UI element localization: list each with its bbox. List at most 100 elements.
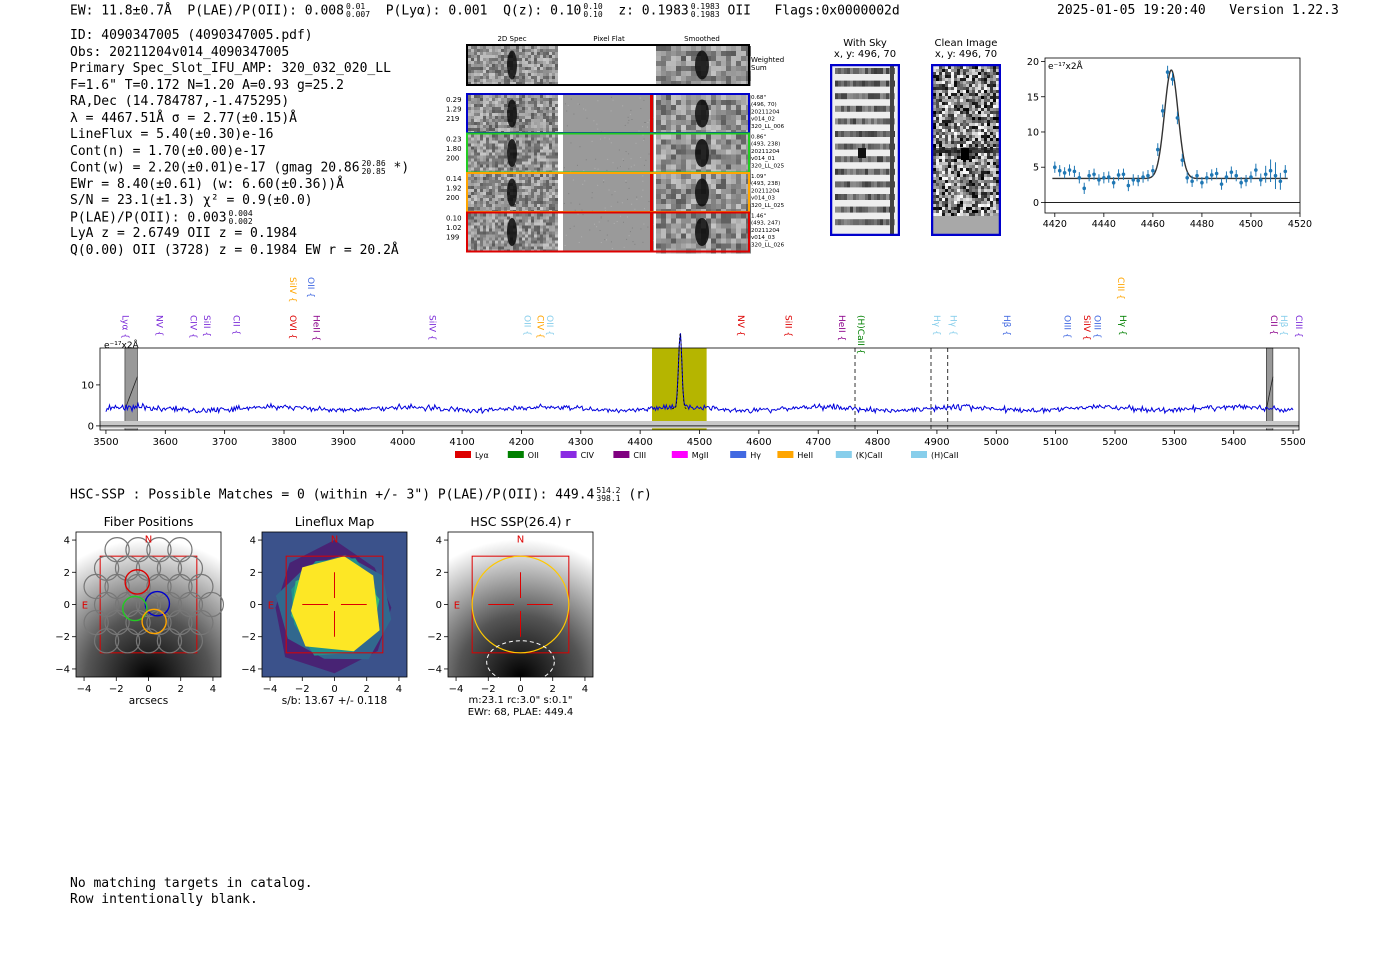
clean-px — [981, 120, 984, 123]
clean-px — [984, 186, 987, 189]
row2-spec-px — [549, 183, 552, 186]
row2-right-4: 320_LL_025 — [751, 203, 785, 209]
row2-smooth-px — [661, 199, 666, 204]
row2-spec-px — [480, 198, 483, 201]
clean-px — [939, 213, 942, 216]
row3-spec-px — [531, 246, 534, 250]
row1-spec-px — [531, 152, 534, 156]
row3-spec-px — [501, 240, 504, 244]
row2-spec-px — [531, 180, 534, 183]
row0-spec-px — [537, 98, 540, 101]
clean-px — [969, 87, 972, 90]
clean-px — [963, 87, 966, 90]
row2-spec-px — [534, 183, 537, 186]
row3-spec-px — [504, 219, 507, 223]
clean-px — [978, 87, 981, 90]
weighted-px — [474, 82, 477, 85]
row0-spec-px — [552, 113, 555, 116]
row3-smooth-px — [716, 218, 721, 224]
row3-smooth-px — [741, 213, 746, 219]
withsky-fiber-px — [841, 194, 844, 200]
row0-spec-px — [471, 104, 474, 107]
row1-smooth-px — [676, 159, 681, 165]
row2-smooth-px — [711, 179, 716, 184]
row3-smooth-px — [721, 228, 726, 234]
clean-px — [942, 126, 945, 129]
row0-spec-px — [471, 113, 474, 116]
clean-px — [933, 144, 936, 147]
spec-line-label: OII { — [521, 315, 531, 336]
row1-spec-px — [489, 149, 492, 153]
row3-spec-px — [546, 234, 549, 238]
clean-px — [954, 90, 957, 93]
row1-spec-px — [495, 134, 498, 138]
spec-line-label: OII { — [305, 277, 315, 298]
row2-smooth-px — [671, 179, 676, 184]
withsky-fiber-px — [844, 68, 847, 74]
row1-spec-px — [489, 161, 492, 165]
weighted-smooth-px — [736, 51, 741, 56]
row1-spec-px — [531, 161, 534, 165]
row1-spec-px — [486, 134, 489, 138]
row1-spec-px — [483, 167, 486, 171]
withsky-fiber-px — [865, 93, 868, 100]
row3-spec-px — [537, 237, 540, 241]
row1-flat-flat — [563, 134, 655, 172]
clean-px — [951, 183, 954, 186]
withsky-fiber-px — [886, 93, 889, 100]
row1-spec-px — [504, 155, 507, 159]
withsky-fiber-px — [859, 68, 862, 74]
clean-px — [978, 186, 981, 189]
clean-px — [936, 201, 939, 204]
row0-spec-px — [543, 116, 546, 119]
clean-px — [990, 168, 993, 171]
row0-spec-px — [534, 107, 537, 110]
clean-px — [936, 159, 939, 162]
weighted-px — [516, 73, 519, 76]
row3-smooth-px — [681, 243, 686, 249]
clean-px — [975, 162, 978, 165]
row3-spec-px — [552, 216, 555, 220]
row1-spec-px — [528, 140, 531, 144]
row0-spec-px — [525, 110, 528, 113]
clean-px — [954, 162, 957, 165]
row2-spec-px — [480, 207, 483, 210]
row0-spec-px — [540, 119, 543, 122]
row2-spec-px — [519, 201, 522, 204]
clean-px — [975, 144, 978, 147]
row2-spec-px — [480, 183, 483, 186]
clean-px — [984, 99, 987, 102]
clean-px — [966, 81, 969, 84]
row0-spec-px — [486, 107, 489, 110]
clean-px — [954, 108, 957, 111]
row3-spec-px — [528, 243, 531, 247]
row3-spec-px — [534, 228, 537, 232]
row3-spec-px — [480, 246, 483, 250]
clean-px — [984, 111, 987, 114]
row2-smooth-px — [741, 194, 746, 199]
row2-flat-flat-px — [574, 209, 576, 211]
row3-spec-px — [492, 234, 495, 238]
row1-spec-px — [552, 167, 555, 171]
clean-px — [954, 81, 957, 84]
weighted-smooth-px — [656, 71, 661, 76]
full-spectrum-svg: 3500 3600 3700 3800 3900 4000 4100 4200 4300 4400… — [81, 277, 1306, 460]
weighted-px — [531, 46, 534, 49]
fit-data-point — [1165, 70, 1170, 74]
spec-legend-swatch — [835, 451, 852, 458]
row2-spec-px — [522, 198, 525, 201]
clean-px — [933, 177, 936, 180]
clean-px — [966, 87, 969, 90]
row1-smooth-px — [686, 164, 691, 170]
clean-px — [978, 105, 981, 108]
header-z-sup: 0.1983 — [690, 2, 720, 11]
clean-px — [963, 102, 966, 105]
withsky-fiber-px — [844, 168, 847, 175]
weighted-smooth-px — [741, 71, 746, 76]
info-plae: P(LAE)/P(OII): 0.003 — [70, 210, 227, 225]
row2-smooth-px — [671, 184, 676, 189]
row0-flat-marker — [650, 95, 653, 132]
row0-spec-px — [528, 101, 531, 104]
withsky-fiber-px — [847, 80, 850, 87]
row0-spec-px — [489, 98, 492, 101]
